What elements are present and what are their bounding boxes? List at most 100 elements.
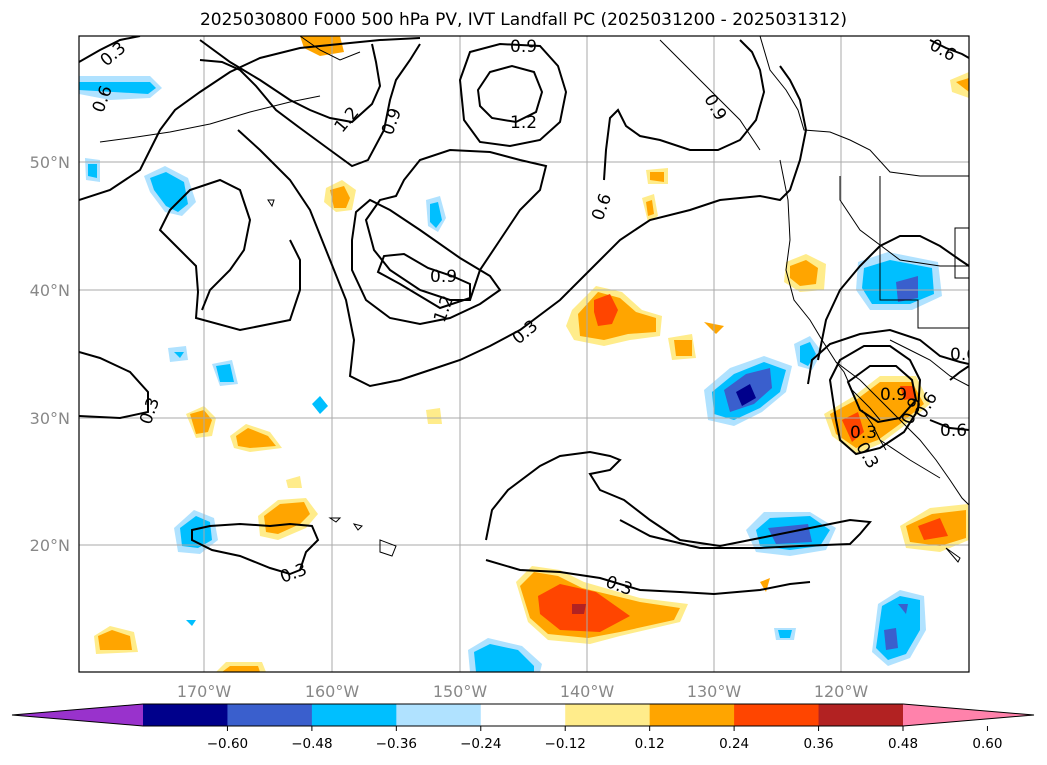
colorbar-tick-label: −0.12 xyxy=(545,736,586,752)
shade-negative-blob xyxy=(856,252,942,310)
shade-negative-blob xyxy=(774,628,796,640)
pv-contour-line xyxy=(199,43,421,168)
pv-contour-line xyxy=(376,252,471,310)
pv-contour-line xyxy=(364,148,548,301)
colorbar-tick-label: −0.24 xyxy=(460,736,501,752)
shade-positive-blob xyxy=(516,566,688,644)
gridlines xyxy=(79,36,969,672)
colorbar-extension-max xyxy=(903,704,1034,726)
colorbar-outline xyxy=(11,703,1035,727)
lon-label: 170°W xyxy=(177,682,232,701)
shade-negative-blob xyxy=(212,360,238,386)
pv-contour-line xyxy=(191,522,320,576)
contour-label: 1.2 xyxy=(510,113,537,133)
lat-label: 50°N xyxy=(30,153,70,172)
shade-positive-blob xyxy=(216,662,266,672)
colorbar-segment xyxy=(311,704,397,726)
lon-label: 120°W xyxy=(814,682,869,701)
colorbar-tick-label: −0.48 xyxy=(291,736,332,752)
lat-label: 20°N xyxy=(30,536,70,555)
shade-positive-blob xyxy=(950,72,969,98)
colorbar-segment xyxy=(734,704,820,726)
plot-frame xyxy=(78,35,970,673)
pv-contour-line xyxy=(485,450,872,549)
pv-contour-line xyxy=(237,65,808,388)
contour-label: 0.6 xyxy=(950,345,977,365)
coastlines xyxy=(99,36,969,563)
shade-negative-blob xyxy=(312,396,328,414)
colorbar-tick-label: −0.60 xyxy=(207,736,248,752)
pv-contour-line xyxy=(929,419,969,431)
longitude-labels: 170°W 160°W 150°W 140°W 130°W 120°W xyxy=(177,682,869,701)
pv-contour-line xyxy=(603,39,766,181)
colorbar-segment xyxy=(649,704,735,726)
pv-contour-line xyxy=(79,36,141,63)
colorbar-tick-label: 0.12 xyxy=(635,736,665,752)
latitude-labels: 50°N 40°N 30°N 20°N xyxy=(30,153,70,555)
colorbar-segment xyxy=(227,704,313,726)
shade-positive-blob xyxy=(426,408,442,424)
colorbar-segment xyxy=(818,704,904,726)
contour-label: 0.9 xyxy=(880,385,907,405)
pv-contour-line xyxy=(158,178,301,332)
shade-positive-blob xyxy=(186,406,216,438)
pv-contour-line xyxy=(79,37,421,201)
pv-contour-line xyxy=(846,365,918,424)
colorbar-segment xyxy=(480,704,566,726)
shade-negative-blob xyxy=(168,346,188,362)
pv-contour-line xyxy=(929,39,969,59)
lat-label: 40°N xyxy=(30,281,70,300)
pv-contour-line xyxy=(458,42,568,148)
contour-label: 0.9 xyxy=(510,37,537,57)
contour-label: 0.6 xyxy=(940,421,967,441)
lon-label: 130°W xyxy=(687,682,742,701)
lat-label: 30°N xyxy=(30,409,70,428)
colorbar: −0.60 −0.48 −0.36 −0.24 −0.12 0.12 0.24 0.36 0.4… xyxy=(11,703,1035,752)
pv-contour-line xyxy=(79,351,149,420)
lon-label: 140°W xyxy=(560,682,615,701)
shade-negative-blob xyxy=(468,638,542,672)
shade-negative-blob xyxy=(79,76,162,100)
shade-positive-blob xyxy=(900,504,969,552)
colorbar-tick-label: −0.36 xyxy=(376,736,417,752)
contour-label: 0.3 xyxy=(850,423,877,443)
colorbar-tick-label: 0.24 xyxy=(719,736,749,752)
shade-positive-blob xyxy=(824,376,930,454)
pv-contour-line xyxy=(828,345,922,456)
colorbar-tick-label: 0.48 xyxy=(888,736,918,752)
shade-positive-blob xyxy=(760,578,770,592)
shade-positive-blob xyxy=(642,194,658,222)
colorbar-tick-label: 0.60 xyxy=(972,736,1002,752)
colorbar-extension-min xyxy=(12,704,143,726)
shade-positive-blob xyxy=(94,626,138,654)
shade-positive-blob xyxy=(668,334,696,360)
pv-contour-line xyxy=(807,328,969,385)
pv-contour-line xyxy=(949,365,969,381)
colorbar-segment xyxy=(396,704,482,726)
shade-positive-blob xyxy=(646,168,668,184)
pv-contour-line xyxy=(476,64,544,124)
pv-contour-line xyxy=(199,39,382,124)
shade-negative-blob xyxy=(426,196,446,232)
colorbar-segment xyxy=(143,704,228,726)
pv-contour-line xyxy=(485,559,811,596)
shade-positive-blob xyxy=(230,424,282,452)
colorbar-tick-label: 0.36 xyxy=(804,736,834,752)
shade-negative-blob xyxy=(186,620,196,626)
map-title: 2025030800 F000 500 hPa PV, IVT Landfall… xyxy=(199,10,847,30)
shade-positive-blob xyxy=(286,476,302,488)
shade-negative-blob xyxy=(85,158,100,182)
contour-label: 0.9 xyxy=(430,267,457,287)
shade-positive-blob xyxy=(784,254,826,292)
shade-negative-blob xyxy=(872,590,926,666)
colorbar-segment xyxy=(565,704,651,726)
pv-contour-line xyxy=(351,198,502,326)
map-plot-area: 0.3 0.6 0.9 0.9 1.2 1.2 0.9 0.6 0.6 0.3 … xyxy=(79,36,977,672)
pv-contours xyxy=(79,36,969,596)
lon-label: 150°W xyxy=(433,682,488,701)
shade-negative-blob xyxy=(704,356,792,426)
pv-contour-line xyxy=(817,235,969,361)
lon-label: 160°W xyxy=(305,682,360,701)
shade-positive-blob xyxy=(566,286,662,346)
